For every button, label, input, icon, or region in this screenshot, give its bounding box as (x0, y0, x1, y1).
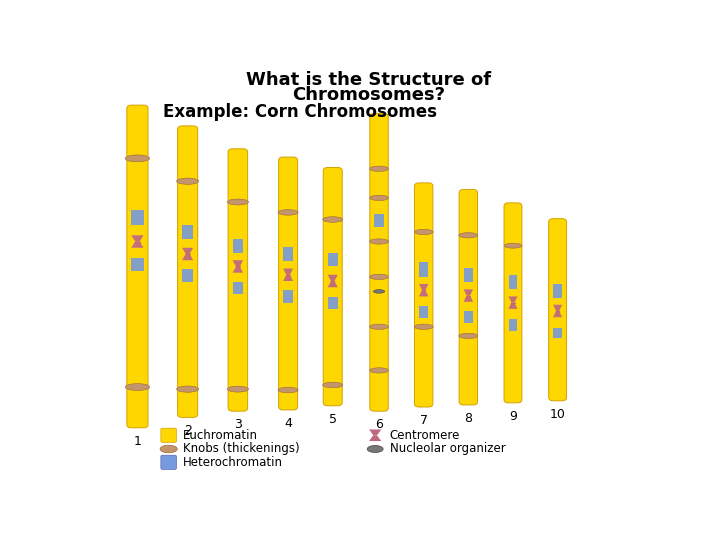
FancyBboxPatch shape (161, 455, 176, 469)
Polygon shape (182, 248, 193, 254)
Ellipse shape (369, 274, 389, 280)
Polygon shape (369, 435, 382, 441)
FancyBboxPatch shape (549, 219, 567, 401)
Ellipse shape (459, 333, 478, 339)
Ellipse shape (228, 386, 248, 392)
Polygon shape (464, 289, 473, 295)
Text: 3: 3 (234, 418, 242, 431)
Polygon shape (182, 254, 193, 260)
Polygon shape (283, 268, 293, 275)
Ellipse shape (369, 324, 389, 329)
Text: Centromere: Centromere (390, 429, 460, 442)
Bar (464, 268, 473, 282)
Bar (328, 253, 338, 266)
Text: Heterochromatin: Heterochromatin (183, 456, 283, 469)
Ellipse shape (414, 324, 433, 329)
Polygon shape (508, 302, 518, 309)
Polygon shape (328, 281, 338, 287)
Polygon shape (419, 290, 428, 296)
Polygon shape (233, 260, 243, 266)
Text: Example: Corn Chromosomes: Example: Corn Chromosomes (163, 103, 436, 121)
Ellipse shape (323, 382, 343, 388)
Ellipse shape (369, 166, 389, 171)
Text: 7: 7 (420, 414, 428, 427)
Bar (182, 268, 193, 282)
Text: 4: 4 (284, 417, 292, 430)
Bar (233, 239, 243, 253)
Ellipse shape (125, 155, 150, 162)
Ellipse shape (125, 383, 150, 390)
Polygon shape (328, 275, 338, 281)
FancyBboxPatch shape (127, 105, 148, 428)
Bar (508, 319, 518, 331)
FancyBboxPatch shape (161, 428, 176, 442)
Polygon shape (508, 296, 518, 302)
FancyBboxPatch shape (228, 149, 248, 411)
Text: 1: 1 (133, 435, 141, 448)
Bar (233, 282, 243, 294)
Ellipse shape (367, 446, 383, 453)
Text: 10: 10 (549, 408, 565, 421)
Text: 8: 8 (464, 412, 472, 425)
FancyBboxPatch shape (279, 157, 297, 410)
Polygon shape (464, 295, 473, 302)
Bar (374, 214, 384, 227)
Ellipse shape (414, 230, 433, 234)
Ellipse shape (369, 239, 389, 244)
Ellipse shape (459, 233, 478, 238)
Polygon shape (419, 284, 428, 290)
Bar (131, 258, 143, 271)
Polygon shape (283, 275, 293, 281)
Ellipse shape (369, 368, 389, 373)
Bar (419, 262, 428, 277)
Ellipse shape (369, 195, 389, 200)
Text: Euchromatin: Euchromatin (183, 429, 258, 442)
Bar (553, 328, 562, 339)
Bar (283, 290, 293, 302)
Bar (508, 275, 518, 288)
Polygon shape (233, 266, 243, 273)
Bar (464, 311, 473, 323)
Ellipse shape (160, 445, 177, 453)
Polygon shape (131, 235, 143, 241)
FancyBboxPatch shape (178, 126, 198, 417)
Bar (553, 285, 562, 298)
Text: Nucleolar organizer: Nucleolar organizer (390, 442, 505, 456)
Ellipse shape (374, 289, 384, 293)
Text: What is the Structure of: What is the Structure of (246, 71, 492, 89)
Polygon shape (553, 305, 562, 311)
Text: 6: 6 (375, 418, 383, 431)
Bar (419, 306, 428, 318)
Text: Knobs (thickenings): Knobs (thickenings) (183, 442, 300, 456)
FancyBboxPatch shape (504, 203, 522, 403)
Ellipse shape (278, 387, 298, 393)
Ellipse shape (176, 386, 199, 392)
Text: 2: 2 (184, 424, 192, 437)
FancyBboxPatch shape (459, 190, 477, 405)
Ellipse shape (323, 217, 343, 222)
Bar (283, 247, 293, 261)
Ellipse shape (228, 199, 248, 205)
Ellipse shape (278, 210, 298, 215)
Text: 9: 9 (509, 410, 517, 423)
Bar (182, 225, 193, 239)
FancyBboxPatch shape (370, 113, 388, 411)
Ellipse shape (504, 243, 522, 248)
Text: Chromosomes?: Chromosomes? (292, 86, 446, 104)
Ellipse shape (176, 178, 199, 184)
Polygon shape (131, 241, 143, 248)
Text: 5: 5 (329, 413, 337, 426)
Polygon shape (553, 311, 562, 317)
Bar (328, 297, 338, 309)
Polygon shape (369, 429, 382, 435)
FancyBboxPatch shape (415, 183, 433, 407)
Bar (131, 210, 143, 225)
FancyBboxPatch shape (323, 167, 342, 406)
